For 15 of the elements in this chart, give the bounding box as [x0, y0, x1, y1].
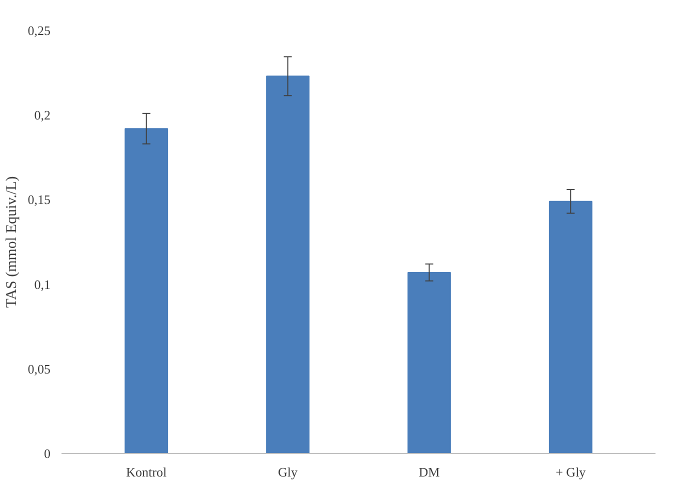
- x-tick-label: Kontrol: [126, 464, 167, 480]
- x-tick-label: DM: [418, 464, 440, 480]
- x-tick-label: Gly: [278, 464, 298, 480]
- y-tick-label: 0,2: [34, 108, 50, 123]
- y-tick-label: 0,05: [28, 361, 50, 376]
- y-axis-title: TAS (mmol Equiv./L): [4, 176, 20, 308]
- x-tick-label: + Gly: [556, 464, 586, 480]
- bar: [266, 76, 310, 454]
- y-tick-label: 0,25: [28, 23, 50, 38]
- bar: [408, 272, 451, 454]
- bar: [124, 128, 168, 454]
- y-tick-label: 0,1: [34, 276, 50, 292]
- y-tick-label: 0: [44, 446, 50, 461]
- y-tick-label: 0,15: [28, 192, 50, 208]
- bar: [548, 200, 592, 454]
